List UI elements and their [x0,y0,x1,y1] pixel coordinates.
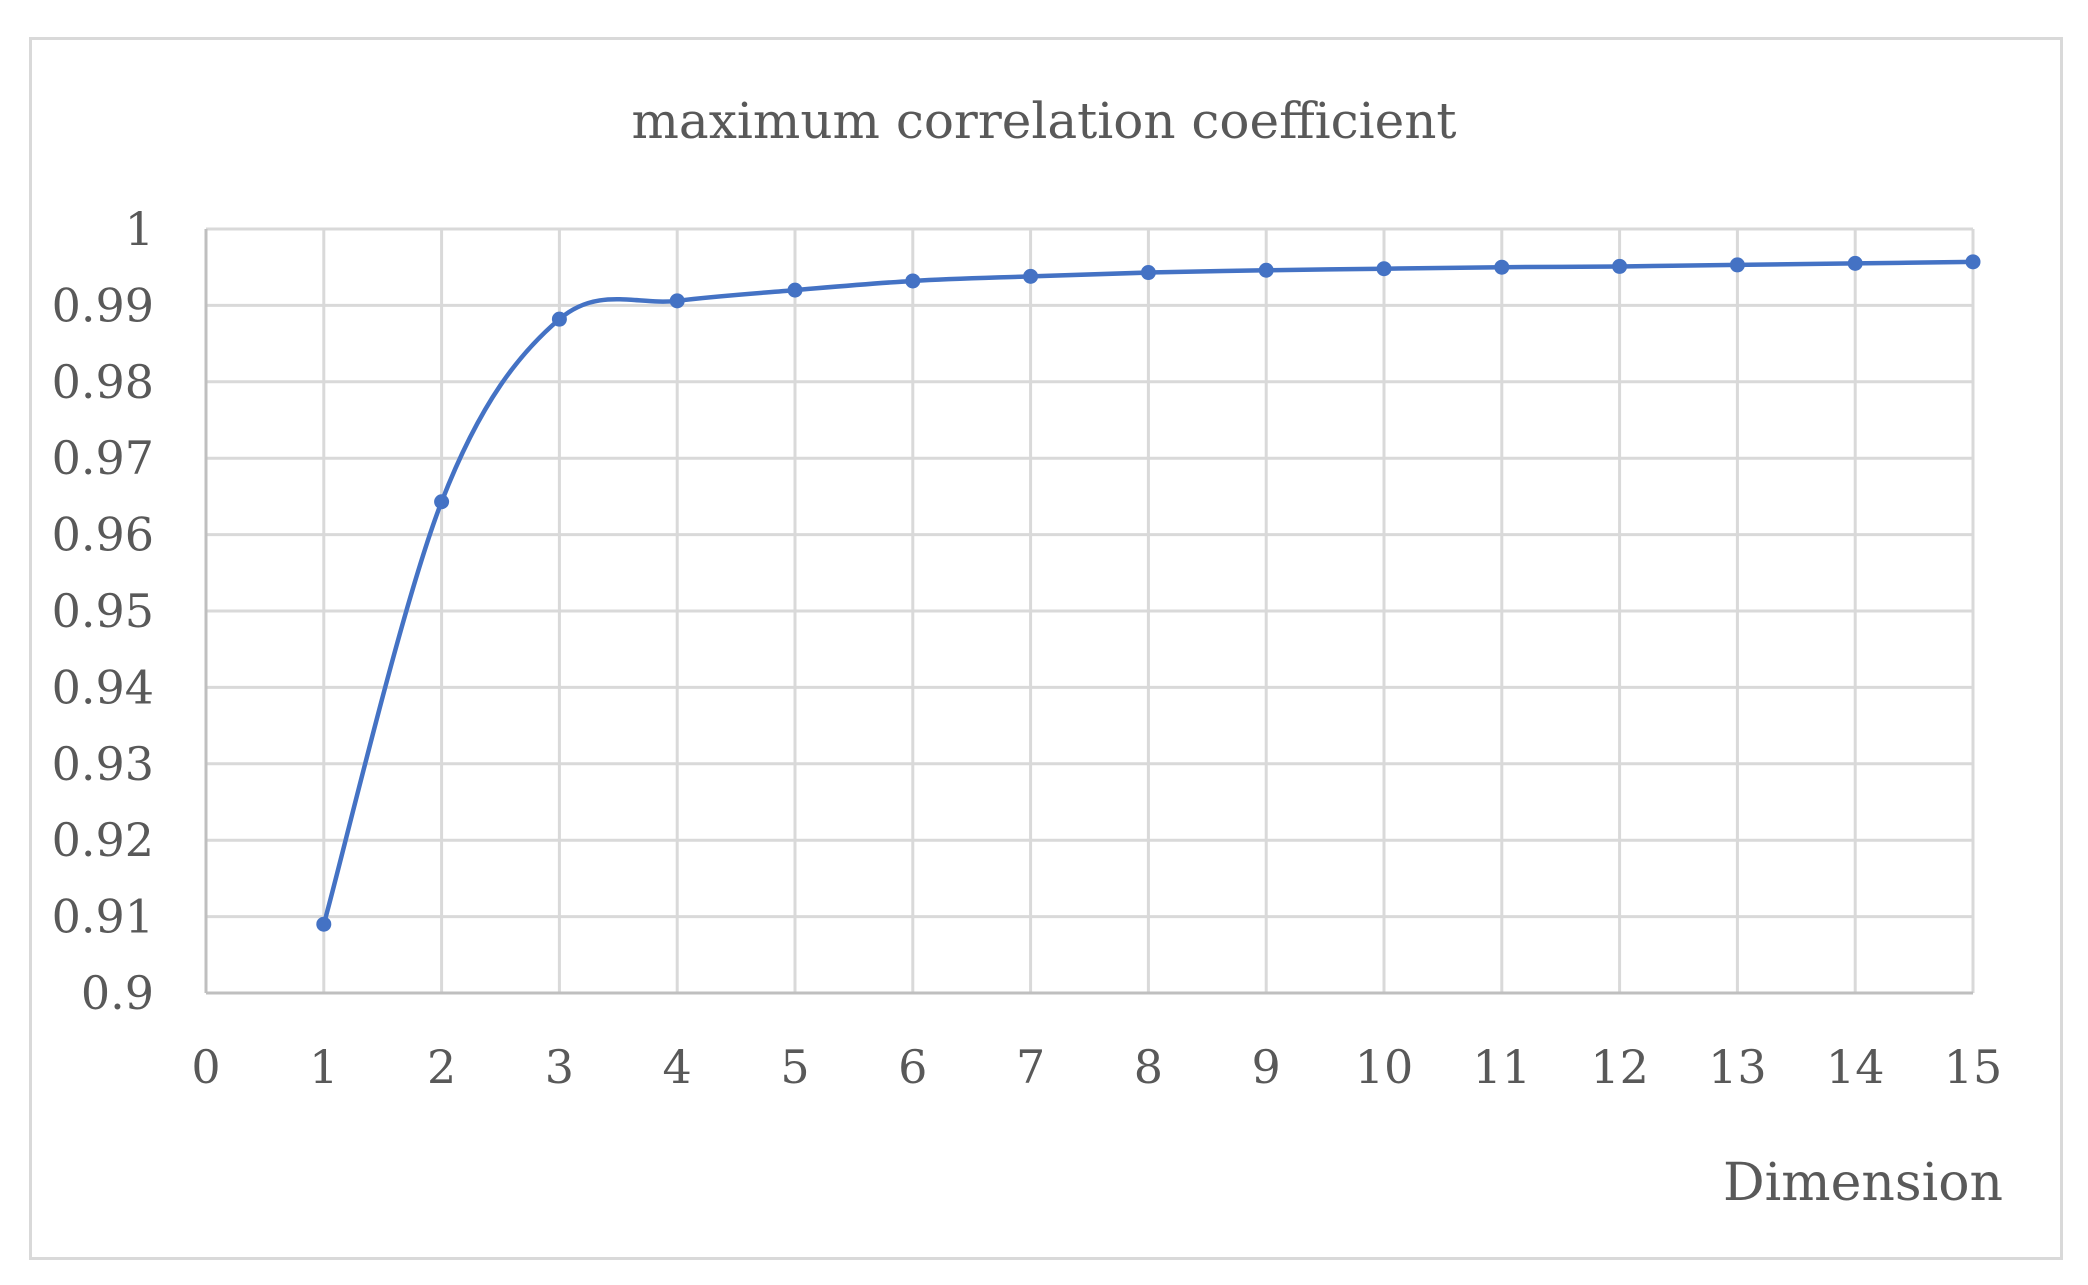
x-tick-label: 15 [1944,1040,2003,1094]
series-line [321,259,1976,927]
chart-title: maximum correlation coefficient [632,92,1457,150]
y-tick-label: 0.96 [52,508,154,562]
data-point [316,916,332,932]
x-tick-label: 4 [663,1040,692,1094]
data-point [1612,258,1628,274]
x-tick-label: 1 [309,1040,338,1094]
x-tick-label: 7 [1016,1040,1045,1094]
data-point [905,273,921,289]
data-point [1729,257,1745,273]
axis-layer [204,229,1973,995]
data-point [1376,261,1392,277]
y-tick-labels: 0.9 0.91 0.92 0.93 0.94 0.95 0.96 0.97 0.98 0.99 1 [52,202,154,1020]
series-layer [316,254,1981,932]
data-point [787,282,803,298]
x-tick-label: 13 [1708,1040,1767,1094]
data-point [551,311,567,327]
x-tick-label: 0 [191,1040,220,1094]
x-tick-labels: 0 1 2 3 4 5 6 7 8 9 10 11 12 13 14 15 [191,1040,2002,1094]
x-tick-label: 5 [780,1040,809,1094]
x-axis-label: Dimension [1723,1153,2003,1213]
x-tick-label: 8 [1134,1040,1163,1094]
data-point [434,494,450,510]
data-point [1023,268,1039,284]
data-point [1965,254,1981,270]
x-tick-label: 6 [898,1040,927,1094]
y-tick-label: 0.95 [52,584,154,638]
y-tick-label: 0.9 [81,966,154,1020]
x-tick-label: 12 [1590,1040,1649,1094]
y-tick-label: 0.91 [52,890,154,944]
x-tick-label: 9 [1252,1040,1281,1094]
data-point [1847,255,1863,271]
y-tick-label: 0.94 [52,660,154,714]
x-tick-label: 3 [545,1040,574,1094]
x-tick-label: 2 [427,1040,456,1094]
y-tick-label: 0.99 [52,278,154,332]
y-tick-label: 1 [125,202,154,256]
data-point [1494,259,1510,275]
y-tick-label: 0.97 [52,431,154,485]
data-point [1258,262,1274,278]
data-point [1140,265,1156,281]
grid-layer [206,227,1975,993]
y-tick-label: 0.92 [52,813,154,867]
x-tick-label: 11 [1473,1040,1532,1094]
data-point [669,293,685,309]
y-tick-label: 0.98 [52,355,154,409]
chart-frame [29,37,2063,1260]
x-tick-label: 10 [1355,1040,1414,1094]
x-tick-label: 14 [1826,1040,1885,1094]
y-tick-label: 0.93 [52,737,154,791]
